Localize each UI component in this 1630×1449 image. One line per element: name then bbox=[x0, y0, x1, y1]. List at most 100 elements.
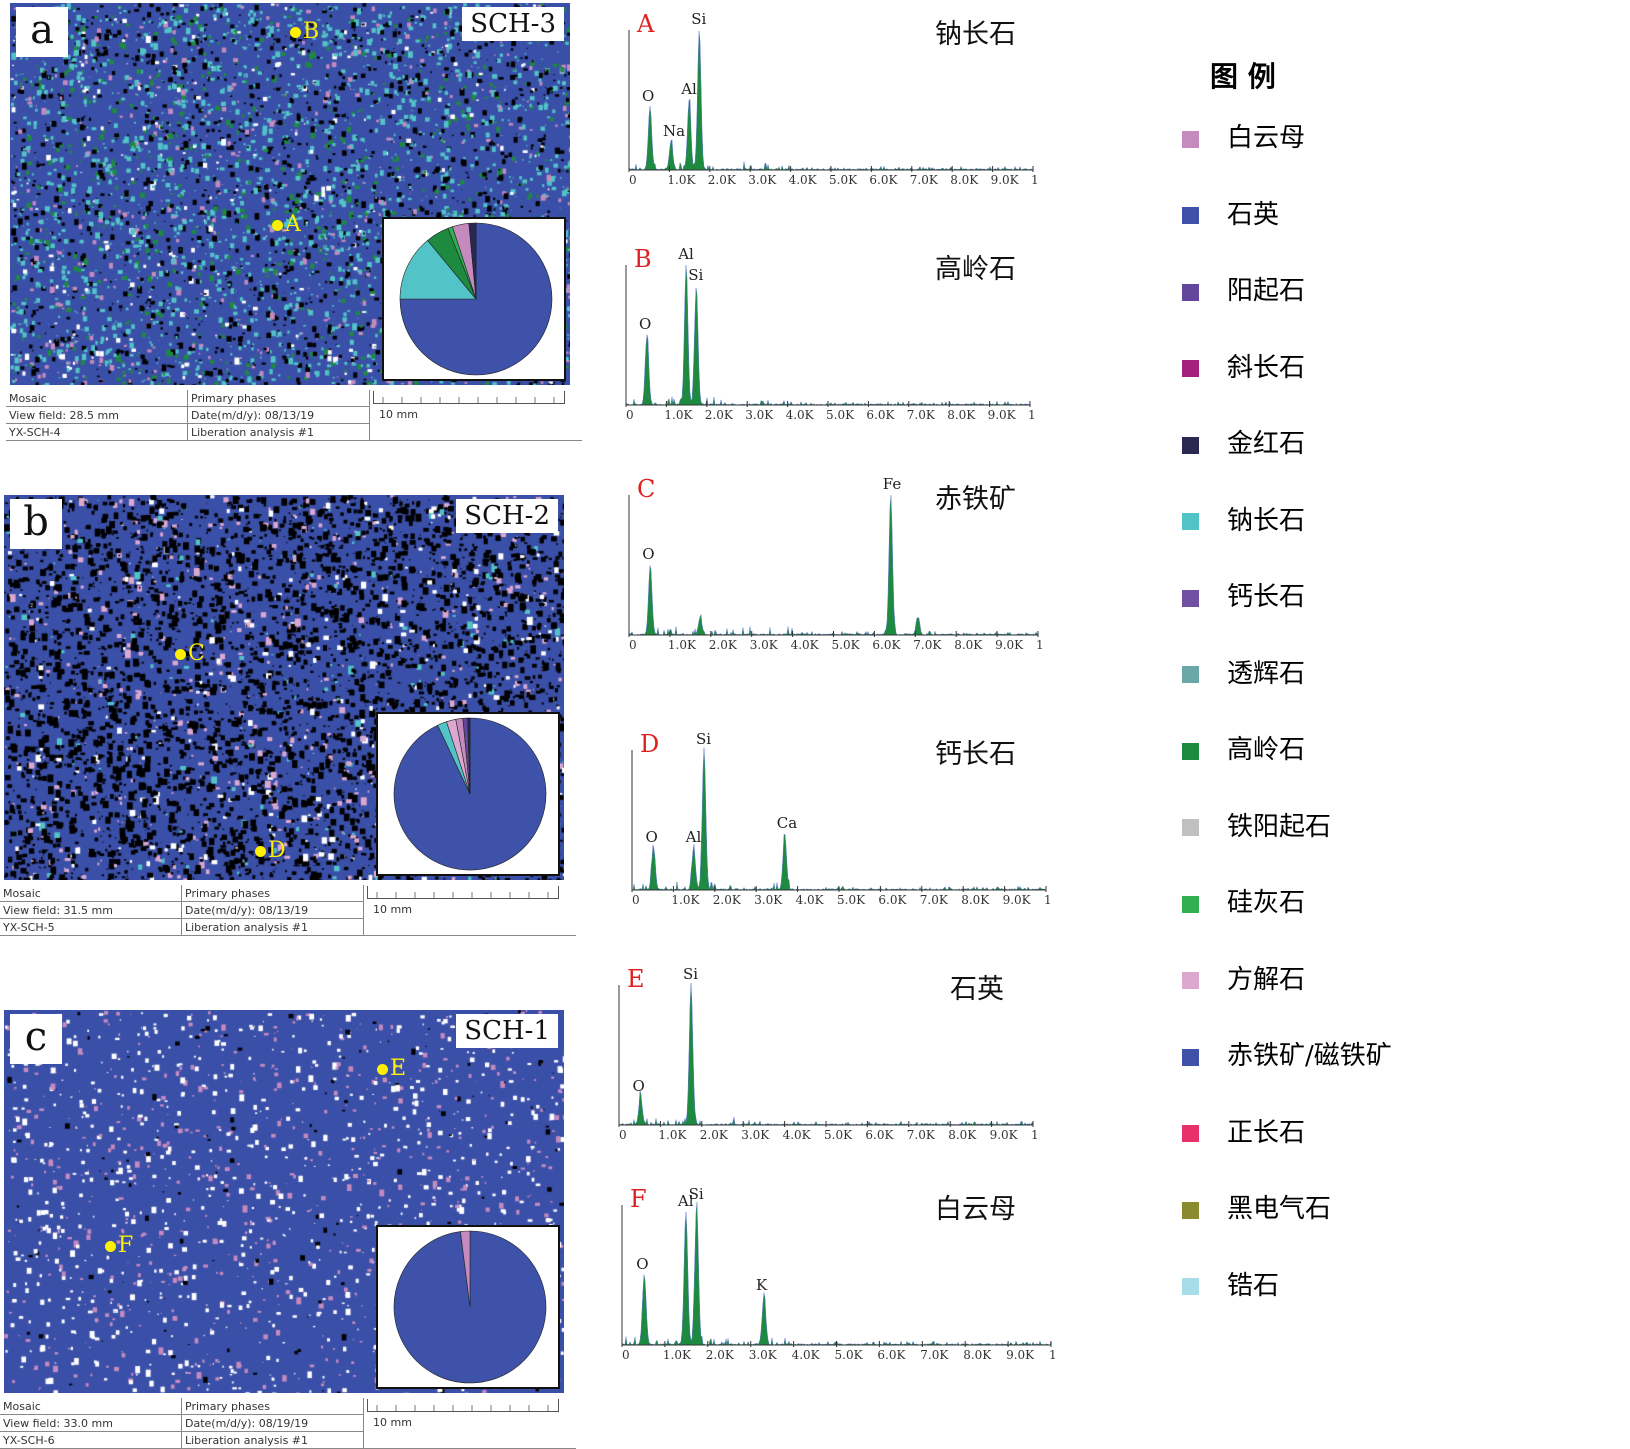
legend-title: 图 例 bbox=[1210, 60, 1276, 93]
peak-label: Al bbox=[677, 1192, 694, 1210]
x-tick-label: 1.0K bbox=[663, 1348, 692, 1362]
panel-label: c bbox=[10, 1014, 62, 1064]
legend-item: 黑电气石 bbox=[1182, 1194, 1331, 1224]
info-table: Mosaic Primary phases 10 mm View field: 33.… bbox=[0, 1398, 576, 1449]
legend-swatch bbox=[1182, 1048, 1199, 1066]
pie-slice bbox=[460, 1230, 471, 1308]
x-tick-label: 9.0K bbox=[990, 1128, 1019, 1142]
legend-swatch bbox=[1182, 283, 1199, 301]
panel-label: a bbox=[16, 7, 68, 57]
peak-label: K bbox=[756, 1276, 768, 1294]
pie-slice bbox=[399, 240, 477, 300]
legend-item: 钠长石 bbox=[1182, 506, 1305, 536]
spectrum-label: C bbox=[637, 475, 656, 503]
legend-swatch bbox=[1182, 1201, 1199, 1219]
x-tick-label: 8.0K bbox=[961, 893, 990, 907]
x-tick-label: 0 bbox=[626, 408, 634, 422]
eds-spectrum-A: 0 1.0K 2.0K 3.0K 4.0K 5.0K 6.0K 7.0K 8.0K 9.0K 1 ON… bbox=[628, 10, 1039, 187]
legend-swatch bbox=[1182, 589, 1199, 607]
date: Date(m/d/y): 08/13/19 bbox=[181, 901, 364, 919]
legend-label: 钙长石 bbox=[1227, 582, 1306, 612]
x-tick-label: 0 bbox=[629, 638, 637, 652]
legend-label: 硅灰石 bbox=[1227, 888, 1306, 918]
analysis-label: Liberation analysis #1 bbox=[181, 1431, 364, 1449]
x-tick-label: 8.0K bbox=[948, 1128, 977, 1142]
legend-swatch bbox=[1182, 1125, 1199, 1142]
peak-label: Si bbox=[688, 266, 703, 284]
x-tick-label: 8.0K bbox=[954, 638, 983, 652]
mineral-name: 高岭石 bbox=[935, 254, 1016, 285]
legend-item: 正长石 bbox=[1182, 1118, 1305, 1148]
mineral-name: 钠长石 bbox=[935, 19, 1016, 50]
point-marker-icon bbox=[175, 649, 186, 660]
legend-swatch bbox=[1182, 742, 1199, 760]
point-marker-icon bbox=[377, 1064, 388, 1075]
x-tick-label: 5.0K bbox=[837, 893, 866, 907]
x-tick-label: 2.0K bbox=[700, 1128, 729, 1142]
scale-label: 10 mm bbox=[379, 408, 418, 421]
x-tick-label: 1 bbox=[1036, 638, 1044, 652]
peak-label: Si bbox=[696, 730, 711, 748]
legend-item: 高岭石 bbox=[1182, 735, 1305, 765]
spectrum-label: B bbox=[634, 245, 652, 273]
info-table: Mosaic Primary phases 10 mm View field: 31.… bbox=[0, 885, 576, 936]
x-tick-label: 5.0K bbox=[829, 173, 858, 187]
x-tick-label: 9.0K bbox=[991, 173, 1020, 187]
x-tick-label: 7.0K bbox=[907, 408, 936, 422]
scale-bar bbox=[373, 391, 565, 404]
sample-id: YX-SCH-5 bbox=[0, 918, 182, 936]
legend-item: 透辉石 bbox=[1182, 659, 1305, 689]
phases-label: Primary phases bbox=[181, 885, 364, 902]
x-tick-label: 0 bbox=[622, 1348, 630, 1362]
x-tick-label: 1 bbox=[1049, 1348, 1057, 1362]
mineral-name: 钙长石 bbox=[935, 739, 1016, 770]
eds-spectrum-B: 0 1.0K 2.0K 3.0K 4.0K 5.0K 6.0K 7.0K 8.0K 9.0K 1 O A… bbox=[625, 245, 1036, 422]
peak-label: O bbox=[636, 1255, 648, 1273]
view-field: View field: 31.5 mm bbox=[0, 901, 182, 919]
x-tick-label: 2.0K bbox=[708, 173, 737, 187]
legend-item: 赤铁矿/磁铁矿 bbox=[1182, 1041, 1392, 1071]
legend-item: 阳起石 bbox=[1182, 276, 1305, 306]
x-tick-label: 1.0K bbox=[668, 638, 697, 652]
x-tick-label: 8.0K bbox=[950, 173, 979, 187]
peak-label: Al bbox=[685, 828, 702, 846]
x-tick-label: 5.0K bbox=[832, 638, 861, 652]
x-tick-label: 0 bbox=[629, 173, 637, 187]
x-tick-label: 5.0K bbox=[824, 1128, 853, 1142]
sample-id: YX-SCH-4 bbox=[6, 423, 188, 441]
point-marker-icon bbox=[272, 220, 283, 231]
x-tick-label: 3.0K bbox=[748, 173, 777, 187]
legend-swatch bbox=[1182, 1278, 1199, 1295]
x-tick-label: 0 bbox=[632, 893, 640, 907]
legend-swatch bbox=[1182, 819, 1199, 836]
legend-label: 铁阳起石 bbox=[1227, 811, 1332, 842]
x-tick-label: 8.0K bbox=[947, 408, 976, 422]
sample-point-F: F bbox=[105, 1233, 133, 1258]
x-tick-label: 9.0K bbox=[995, 638, 1024, 652]
legend-item: 金红石 bbox=[1182, 429, 1305, 459]
legend-label: 阳起石 bbox=[1227, 276, 1306, 306]
x-tick-label: 1 bbox=[1031, 1128, 1039, 1142]
x-tick-label: 5.0K bbox=[826, 408, 855, 422]
legend-item: 白云母 bbox=[1182, 123, 1305, 153]
x-tick-label: 4.0K bbox=[783, 1128, 812, 1142]
spectrum-area bbox=[628, 495, 1039, 636]
legend-item: 钙长石 bbox=[1182, 582, 1305, 612]
mosaic-label: Mosaic bbox=[6, 390, 188, 407]
view-field: View field: 28.5 mm bbox=[6, 406, 188, 424]
mineral-map-b: b SCH-2 C D bbox=[4, 495, 564, 880]
eds-spectrum-C: 0 1.0K 2.0K 3.0K 4.0K 5.0K 6.0K 7.0K 8.0K 9.0K 1 O F… bbox=[628, 475, 1044, 652]
spectrum-label: E bbox=[627, 965, 645, 993]
x-tick-label: 1 bbox=[1031, 173, 1039, 187]
mineral-map-c: c SCH-1 E F bbox=[4, 1010, 564, 1393]
peak-label: O bbox=[642, 87, 654, 105]
legend-item: 硅灰石 bbox=[1182, 888, 1305, 918]
x-tick-label: 3.0K bbox=[750, 638, 779, 652]
view-field: View field: 33.0 mm bbox=[0, 1414, 182, 1432]
x-tick-label: 2.0K bbox=[705, 408, 734, 422]
peak-label: Si bbox=[691, 10, 706, 28]
x-tick-label: 2.0K bbox=[709, 638, 738, 652]
legend-swatch bbox=[1182, 972, 1199, 989]
legend-item: 斜长石 bbox=[1182, 353, 1305, 383]
mineral-name: 石英 bbox=[950, 974, 1004, 1005]
